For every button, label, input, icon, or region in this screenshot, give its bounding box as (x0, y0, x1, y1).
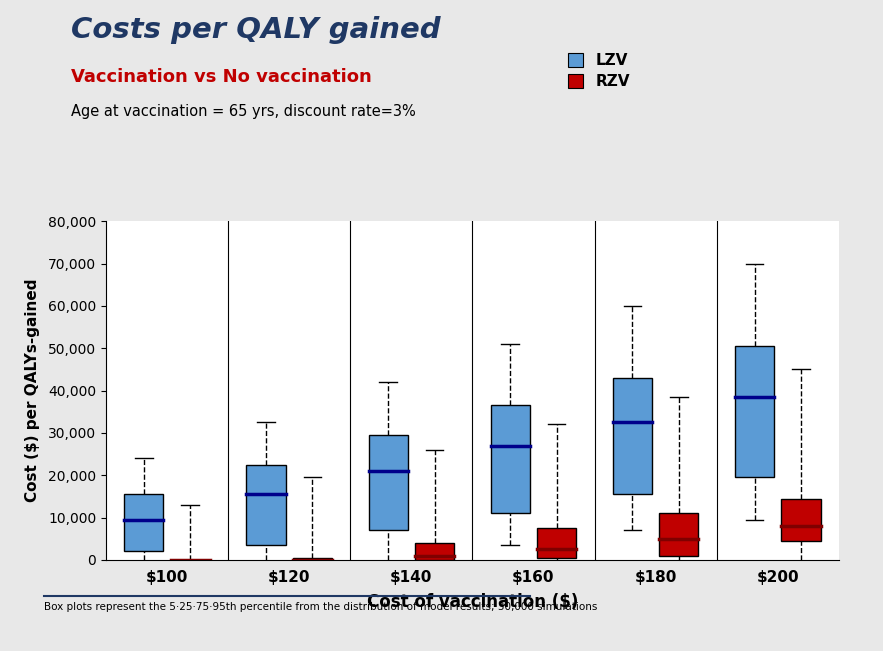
Bar (735, 346, 774, 477)
Text: Age at vaccination = 65 yrs, discount rate=3%: Age at vaccination = 65 yrs, discount ra… (71, 104, 415, 119)
Y-axis label: Cost ($) per QALYs-gained: Cost ($) per QALYs-gained (25, 279, 40, 503)
Bar (537, 528, 577, 558)
Bar (613, 378, 652, 494)
Bar (293, 558, 332, 560)
Legend: LZV, RZV: LZV, RZV (568, 53, 630, 89)
Bar (368, 435, 408, 530)
X-axis label: Cost of vaccination ($): Cost of vaccination ($) (366, 593, 578, 611)
Text: Box plots represent the 5·25·75·95th percentile from the distribution of model r: Box plots represent the 5·25·75·95th per… (44, 602, 598, 612)
Bar (246, 465, 285, 545)
Bar (491, 406, 530, 513)
Bar (660, 513, 698, 555)
Text: Vaccination vs No vaccination: Vaccination vs No vaccination (71, 68, 372, 87)
Text: Costs per QALY gained: Costs per QALY gained (71, 16, 441, 44)
Bar (125, 494, 163, 551)
Bar (781, 499, 820, 541)
Bar (415, 543, 454, 560)
